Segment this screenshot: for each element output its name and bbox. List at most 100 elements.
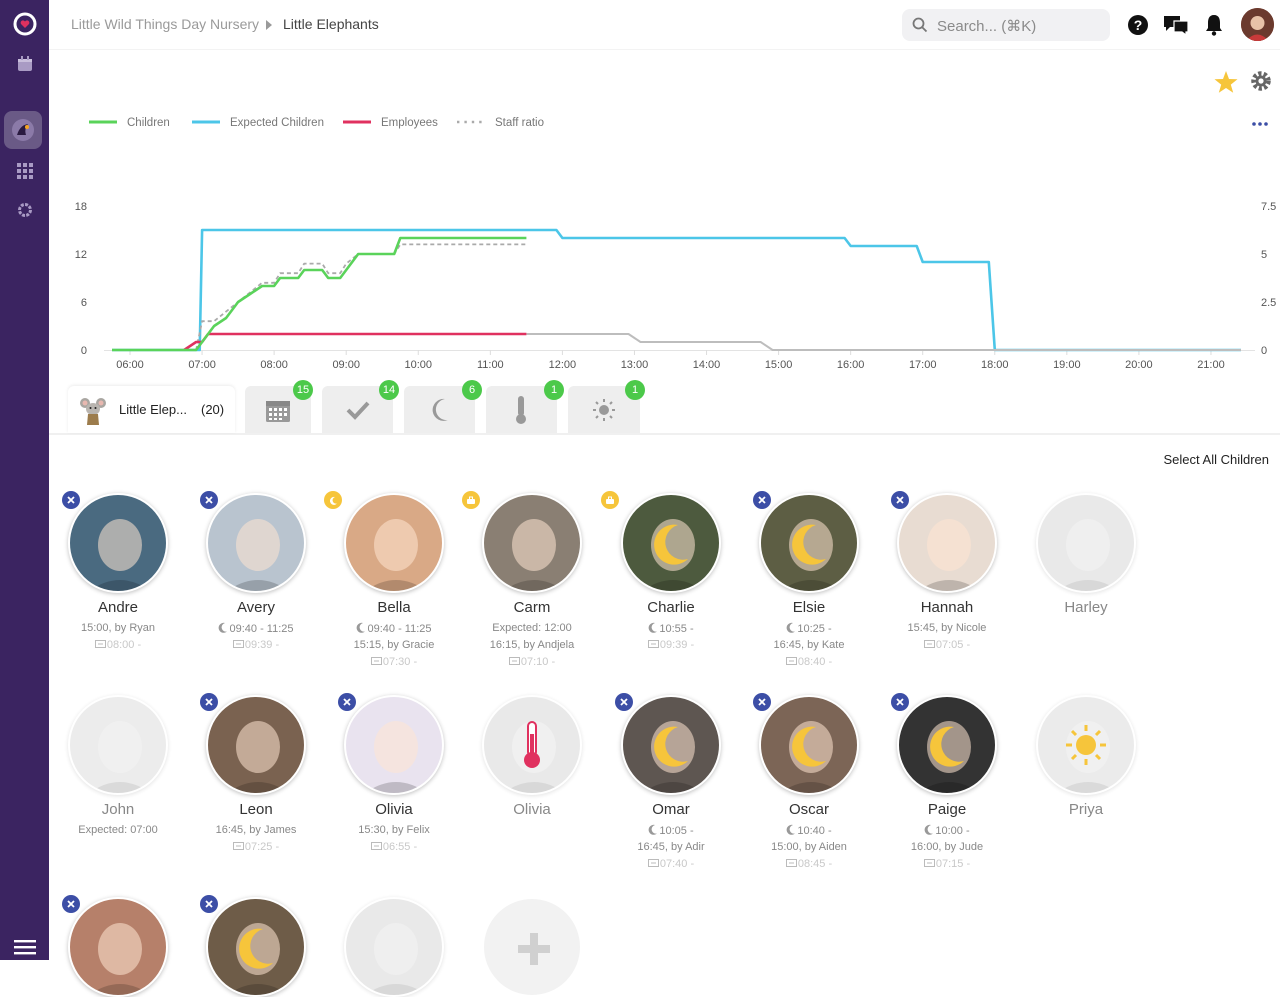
- child-card[interactable]: Paige 10:00 - 16:00, by Jude 07:15 -: [878, 693, 1016, 885]
- remove-child-button[interactable]: [200, 895, 218, 913]
- moon-small-icon: [219, 622, 228, 633]
- child-card[interactable]: [49, 895, 187, 997]
- child-status-line: 10:40 -: [740, 824, 878, 837]
- child-avatar[interactable]: [621, 493, 721, 593]
- select-all-children-button[interactable]: Select All Children: [1160, 452, 1275, 474]
- tab-checked-in[interactable]: 14: [322, 380, 399, 433]
- sleep-overlay: [759, 493, 859, 593]
- child-avatar[interactable]: [759, 695, 859, 795]
- child-card[interactable]: Andre 15:00, by Ryan 08:00 -: [49, 491, 187, 683]
- search-box[interactable]: Search... (⌘K): [902, 9, 1110, 41]
- remove-child-button[interactable]: [62, 895, 80, 913]
- remove-child-button[interactable]: [338, 693, 356, 711]
- child-name: Harley: [1064, 599, 1108, 616]
- child-card[interactable]: [187, 895, 325, 997]
- y-right-tick-label: 7.5: [1261, 201, 1276, 213]
- help-icon[interactable]: ?: [1127, 14, 1149, 36]
- app-logo[interactable]: [0, 5, 49, 43]
- sidebar-item-calendar[interactable]: [0, 45, 49, 83]
- child-card[interactable]: Elsie 10:25 - 16:45, by Kate 08:40 -: [740, 491, 878, 683]
- child-photo-icon: [1057, 519, 1119, 591]
- child-card[interactable]: Olivia: [463, 695, 601, 885]
- remove-child-button[interactable]: [200, 491, 218, 509]
- remove-child-button[interactable]: [62, 491, 80, 509]
- tab-sleeping[interactable]: 6: [404, 380, 482, 433]
- star-icon[interactable]: [1213, 69, 1239, 95]
- child-avatar[interactable]: [206, 695, 306, 795]
- tab-room[interactable]: Little Elep... (20): [68, 386, 235, 433]
- child-status-line: 07:30 -: [325, 656, 463, 668]
- child-name: Olivia: [513, 801, 551, 818]
- search-input[interactable]: Search... (⌘K): [937, 18, 1037, 35]
- remove-child-button[interactable]: [200, 693, 218, 711]
- tab-sick-badge: 1: [544, 380, 564, 400]
- child-name: Leon: [239, 801, 273, 818]
- child-avatar[interactable]: [344, 897, 444, 997]
- breadcrumb-org[interactable]: Little Wild Things Day Nursery: [71, 16, 260, 32]
- child-card[interactable]: Oscar 10:40 - 15:00, by Aiden 08:45 -: [740, 693, 878, 885]
- y-left-tick-label: 18: [75, 201, 87, 213]
- child-name: Paige: [927, 801, 967, 818]
- menu-button[interactable]: [0, 928, 49, 966]
- tab-sick[interactable]: 1: [486, 380, 564, 433]
- child-card[interactable]: Avery 09:40 - 11:25 09:39 -: [187, 491, 325, 683]
- child-card[interactable]: Charlie 10:55 - 09:39 -: [601, 491, 740, 683]
- child-card[interactable]: Carm Expected: 12:00 16:15, by Andjela 07:1…: [462, 491, 601, 683]
- sick-thermometer-icon: [524, 721, 540, 768]
- child-avatar[interactable]: [68, 897, 168, 997]
- child-card[interactable]: Priya: [1017, 695, 1155, 885]
- moon-small-icon: [925, 824, 934, 835]
- child-status-line: 09:40 - 11:25: [187, 622, 325, 635]
- sleeping-moon-icon: [930, 726, 964, 767]
- messages-icon[interactable]: [1162, 13, 1190, 37]
- child-avatar[interactable]: [897, 493, 997, 593]
- child-status-line: 15:30, by Felix: [358, 824, 430, 836]
- remove-child-button[interactable]: [891, 491, 909, 509]
- more-options-icon[interactable]: [1250, 120, 1270, 128]
- tab-calendar[interactable]: 15: [245, 380, 313, 433]
- child-name: Bella: [377, 599, 411, 616]
- remove-icon: [205, 496, 213, 504]
- chart-canvas: Children Expected Children Employees Staff …: [75, 117, 1277, 371]
- child-card[interactable]: Omar 10:05 - 16:45, by Adir 07:40 -: [602, 693, 740, 885]
- sidebar-item-settings[interactable]: [0, 191, 49, 229]
- breadcrumb-room: Little Elephants: [283, 16, 379, 32]
- child-card[interactable]: [325, 897, 463, 997]
- child-avatar[interactable]: [206, 493, 306, 593]
- child-status-line: 06:55 -: [325, 841, 463, 853]
- remove-icon: [205, 698, 213, 706]
- child-card[interactable]: Olivia 15:30, by Felix 06:55 -: [325, 693, 463, 885]
- remove-child-button[interactable]: [615, 693, 633, 711]
- tab-holiday[interactable]: 1: [568, 380, 645, 433]
- child-card[interactable]: John Expected: 07:00: [49, 695, 187, 885]
- series-line-children: [112, 236, 527, 352]
- child-avatar[interactable]: [482, 493, 582, 593]
- child-avatar[interactable]: [1036, 493, 1136, 593]
- checkin-icon: [647, 859, 659, 867]
- remove-child-button[interactable]: [753, 693, 771, 711]
- attendance-chart: Children Expected Children Employees Staff …: [49, 50, 1280, 380]
- child-avatar[interactable]: [68, 695, 168, 795]
- child-card[interactable]: Bella 09:40 - 11:25 15:15, by Gracie 07:30 …: [324, 491, 463, 683]
- child-avatar[interactable]: [68, 493, 168, 593]
- child-avatar[interactable]: [344, 493, 444, 593]
- child-name: Elsie: [792, 599, 826, 616]
- child-card[interactable]: Leon 16:45, by James 07:25 -: [187, 693, 325, 885]
- child-status-line: 07:40 -: [602, 858, 740, 870]
- child-avatar[interactable]: [482, 897, 582, 997]
- sidebar-item-apps[interactable]: [0, 152, 49, 190]
- chart-settings-gear-icon[interactable]: [1249, 69, 1273, 93]
- child-card[interactable]: Harley: [1017, 493, 1155, 683]
- checkin-icon: [647, 640, 659, 648]
- child-avatar[interactable]: [897, 695, 997, 795]
- child-avatar[interactable]: [344, 695, 444, 795]
- bell-icon[interactable]: [1203, 13, 1225, 37]
- remove-child-button[interactable]: [753, 491, 771, 509]
- child-card[interactable]: [463, 897, 601, 997]
- child-avatar[interactable]: [621, 695, 721, 795]
- remove-child-button[interactable]: [891, 693, 909, 711]
- y-right-tick-label: 0: [1261, 345, 1267, 357]
- sidebar-item-room[interactable]: [4, 111, 42, 149]
- user-avatar[interactable]: [1241, 8, 1274, 41]
- child-card[interactable]: Hannah 15:45, by Nicole 07:05 -: [878, 491, 1016, 683]
